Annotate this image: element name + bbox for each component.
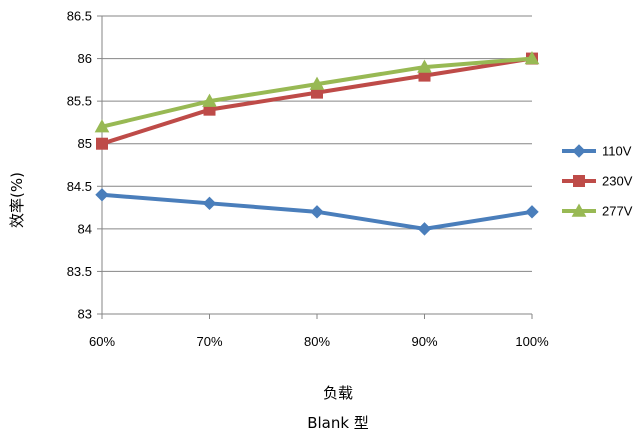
legend-marker bbox=[571, 203, 587, 217]
data-point bbox=[417, 59, 432, 73]
legend-item: 230V bbox=[562, 174, 633, 189]
chart-subtitle: Blank 型 bbox=[307, 414, 369, 432]
data-point bbox=[309, 76, 325, 90]
data-point bbox=[202, 196, 217, 211]
y-tick-label: 85.5 bbox=[67, 94, 92, 109]
legend-item: 110V bbox=[562, 144, 632, 159]
data-point bbox=[96, 137, 108, 150]
y-axis-ticks: 83 83.5 84 84.5 85 85.5 86 86.5 bbox=[67, 9, 102, 322]
x-axis-ticks: 60% 70% 80% 90% 100% bbox=[89, 314, 549, 349]
data-point bbox=[310, 205, 324, 219]
legend: 110V 230V 277V bbox=[562, 144, 633, 219]
series-group bbox=[94, 51, 540, 236]
data-point bbox=[417, 222, 432, 236]
x-tick-label: 60% bbox=[89, 334, 115, 349]
legend-label: 277V bbox=[602, 204, 633, 219]
legend-item: 277V bbox=[562, 203, 633, 219]
y-tick-label: 84.5 bbox=[67, 179, 92, 194]
legend-label: 230V bbox=[602, 174, 633, 189]
x-axis-title: 负载 bbox=[323, 384, 353, 402]
y-tick-label: 84 bbox=[78, 221, 92, 236]
data-point bbox=[94, 119, 110, 133]
legend-label: 110V bbox=[602, 144, 632, 159]
data-point bbox=[95, 188, 109, 202]
x-tick-label: 80% bbox=[304, 334, 330, 349]
x-tick-label: 100% bbox=[515, 334, 549, 349]
series-110v bbox=[95, 188, 539, 236]
legend-marker bbox=[572, 144, 586, 158]
x-tick-label: 90% bbox=[411, 334, 437, 349]
data-point bbox=[525, 205, 539, 219]
y-tick-label: 83.5 bbox=[67, 264, 92, 279]
y-tick-label: 86.5 bbox=[67, 9, 92, 24]
axes bbox=[101, 16, 532, 315]
series-277v bbox=[94, 51, 540, 133]
y-tick-label: 83 bbox=[78, 307, 92, 322]
gridlines bbox=[102, 15, 532, 315]
data-point bbox=[202, 93, 217, 107]
x-tick-label: 70% bbox=[196, 334, 222, 349]
y-tick-label: 85 bbox=[78, 136, 92, 151]
y-tick-label: 86 bbox=[78, 51, 92, 66]
y-axis-title: 效率(%) bbox=[8, 172, 26, 228]
data-point bbox=[524, 51, 540, 65]
legend-marker bbox=[573, 175, 585, 187]
